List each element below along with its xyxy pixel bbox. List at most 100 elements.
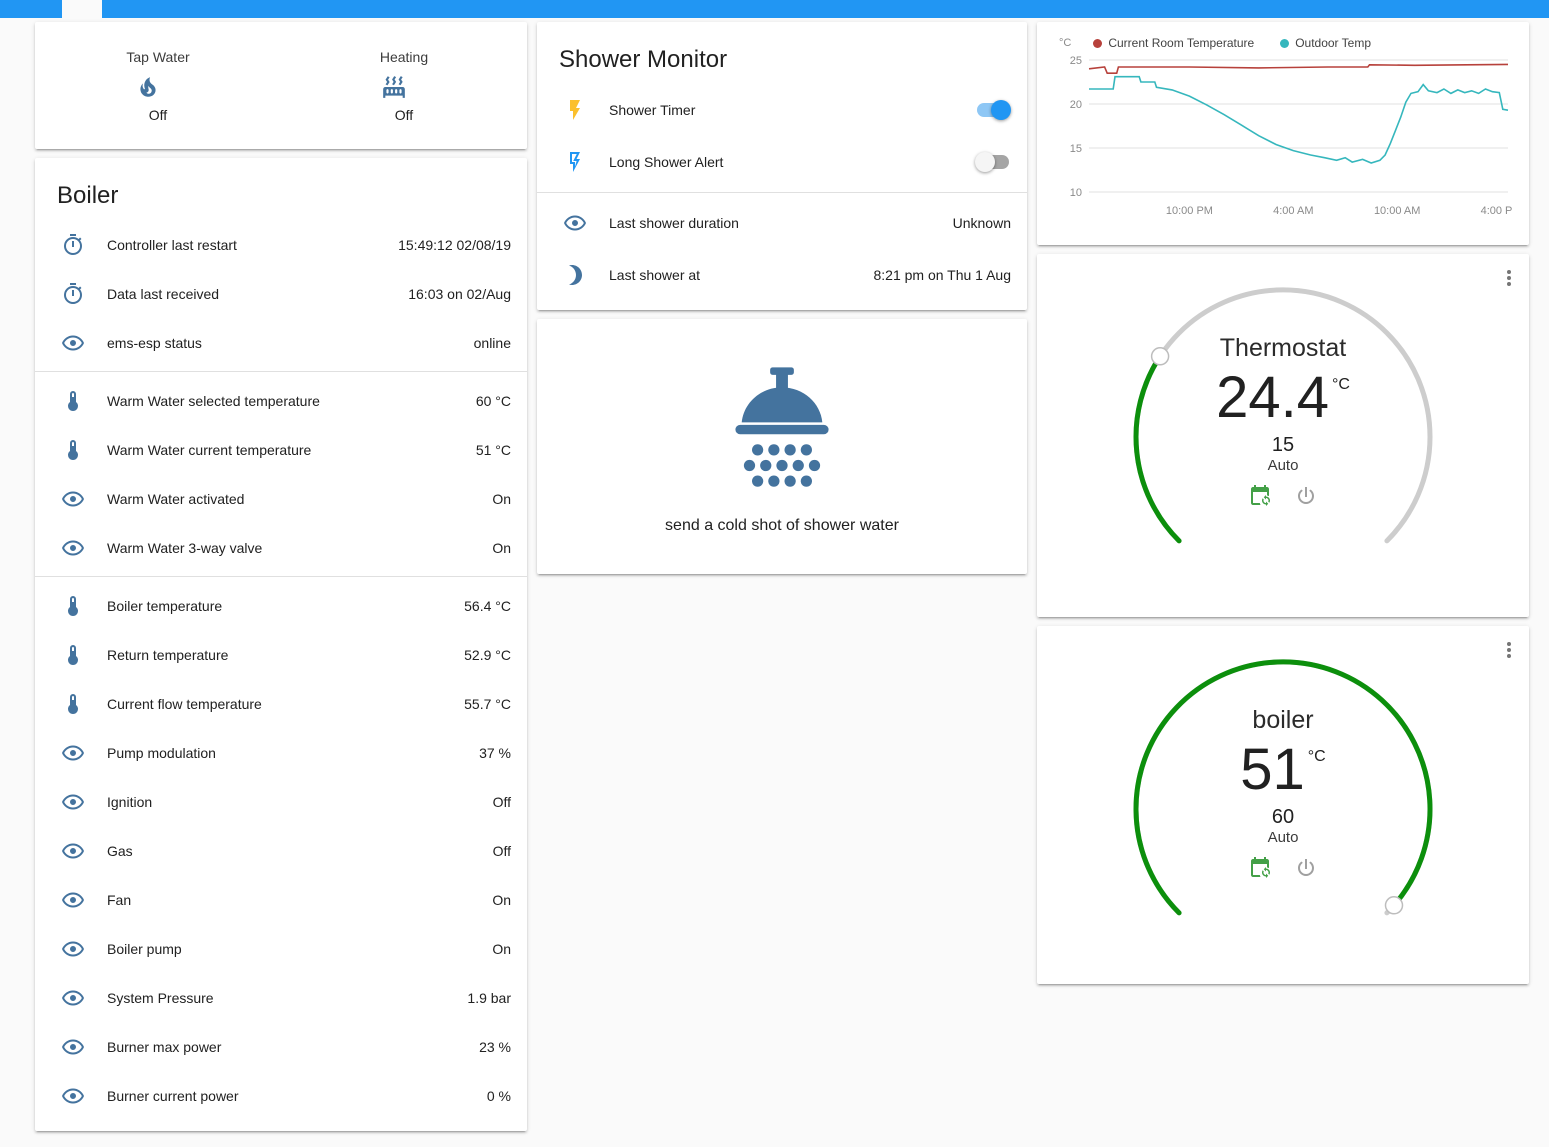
temperature-unit: °C (1331, 376, 1350, 393)
flash-icon (563, 98, 587, 122)
entity-name: Gas (107, 842, 133, 859)
boiler-card: Boiler Controller last restart 15:49:12 0… (35, 158, 527, 1131)
entity-value: online (473, 334, 511, 351)
eye-icon (61, 986, 85, 1010)
entity-row[interactable]: Long Shower Alert (537, 136, 1027, 188)
kebab-menu-icon[interactable] (1497, 638, 1521, 667)
thermometer-icon (61, 389, 85, 413)
eye-icon (61, 888, 85, 912)
entity-name: Boiler temperature (107, 597, 223, 614)
divider (35, 371, 527, 372)
entity-value: 15:49:12 02/08/19 (398, 236, 511, 253)
glance-label: Heating (379, 48, 429, 65)
current-temperature: 24.4 °C (1216, 365, 1350, 430)
gauge-title: boiler (1252, 706, 1314, 734)
boiler-dial: boiler 51 °C 60 Auto (1128, 654, 1438, 964)
entity-row[interactable]: Fan On (35, 875, 527, 924)
power-icon[interactable] (1294, 856, 1318, 885)
legend-label-outdoor: Outdoor Temp (1295, 36, 1372, 50)
eye-icon (61, 536, 85, 560)
entity-row[interactable]: Warm Water activated On (35, 474, 527, 523)
entity-value: 1.9 bar (467, 989, 511, 1006)
slider-handle[interactable] (1384, 896, 1404, 915)
shower-action-card[interactable]: send a cold shot of shower water (537, 319, 1027, 574)
toggle-switch[interactable] (975, 152, 1011, 172)
eye-icon (61, 487, 85, 511)
svg-text:20: 20 (1070, 99, 1082, 111)
entity-name: Warm Water activated (107, 490, 245, 507)
entity-row[interactable]: System Pressure 1.9 bar (35, 973, 527, 1022)
dashboard: Tap Water Off Heating Off Boiler Control… (0, 18, 1549, 1147)
entity-row[interactable]: Return temperature 52.9 °C (35, 630, 527, 679)
entity-value: 0 % (486, 1087, 511, 1104)
top-bar (0, 0, 1549, 18)
entity-row[interactable]: Pump modulation 37 % (35, 728, 527, 777)
entity-row[interactable]: Burner current power 0 % (35, 1071, 527, 1120)
card-title-shower-monitor: Shower Monitor (559, 46, 728, 73)
column-middle: Shower Monitor Shower Timer Long Shower A… (537, 22, 1027, 574)
calendar-sync-icon[interactable] (1248, 856, 1272, 885)
entity-row[interactable]: Controller last restart 15:49:12 02/08/19 (35, 220, 527, 269)
glance-item-heating[interactable]: Heating Off (281, 49, 527, 123)
legend-label-room: Current Room Temperature (1108, 36, 1255, 50)
entity-row[interactable]: Data last received 16:03 on 02/Aug (35, 269, 527, 318)
entity-name: Warm Water current temperature (107, 441, 312, 458)
thermostat-card: Thermostat 24.4 °C 15 Auto (1037, 254, 1529, 617)
entity-value: 8:21 pm on Thu 1 Aug (873, 267, 1011, 283)
entity-row[interactable]: Gas Off (35, 826, 527, 875)
glance-item-tap-water[interactable]: Tap Water Off (35, 49, 281, 123)
entity-row[interactable]: Last shower at 8:21 pm on Thu 1 Aug (537, 249, 1027, 301)
power-icon[interactable] (1294, 484, 1318, 513)
eye-icon (61, 839, 85, 863)
column-left: Tap Water Off Heating Off Boiler Control… (35, 22, 527, 1131)
hvac-mode: Auto (1267, 456, 1299, 474)
thermometer-icon (61, 594, 85, 618)
kebab-menu-icon[interactable] (1497, 266, 1521, 295)
entity-row[interactable]: Boiler pump On (35, 924, 527, 973)
entity-row[interactable]: Last shower duration Unknown (537, 197, 1027, 249)
chart-legend: °C Current Room Temperature Outdoor Temp (1053, 36, 1513, 50)
glance-state: Off (148, 106, 168, 123)
shower-action-label: send a cold shot of shower water (665, 517, 899, 534)
legend-item-outdoor: Outdoor Temp (1280, 36, 1371, 50)
entity-row[interactable]: Burner max power 23 % (35, 1022, 527, 1071)
entity-row[interactable]: Ignition Off (35, 777, 527, 826)
flash-outline-icon (563, 150, 587, 174)
thermometer-icon (61, 692, 85, 716)
entity-name: Warm Water 3-way valve (107, 539, 263, 556)
entity-value: On (492, 539, 511, 556)
hvac-mode: Auto (1267, 828, 1299, 846)
boiler-gauge-card: boiler 51 °C 60 Auto (1037, 626, 1529, 984)
svg-text:15: 15 (1070, 143, 1082, 155)
entity-value: On (492, 891, 511, 908)
entity-name: Ignition (107, 793, 153, 810)
active-tab-indicator[interactable] (62, 0, 102, 18)
entity-name: Last shower at (609, 267, 701, 283)
entity-value: On (492, 940, 511, 957)
slider-handle[interactable] (1150, 347, 1170, 366)
entity-row[interactable]: Current flow temperature 55.7 °C (35, 679, 527, 728)
temperature-unit: °C (1307, 748, 1326, 765)
entity-row[interactable]: Warm Water selected temperature 60 °C (35, 376, 527, 425)
entity-name: Long Shower Alert (609, 154, 724, 170)
thermostat-dial: Thermostat 24.4 °C 15 Auto (1128, 282, 1438, 592)
calendar-sync-icon[interactable] (1248, 484, 1272, 513)
svg-text:25: 25 (1070, 55, 1082, 67)
entity-value: 51 °C (475, 441, 511, 458)
entity-row[interactable]: Warm Water 3-way valve On (35, 523, 527, 572)
toggle-switch[interactable] (975, 100, 1011, 120)
entity-row[interactable]: Warm Water current temperature 51 °C (35, 425, 527, 474)
entity-row[interactable]: ems-esp status online (35, 318, 527, 367)
entity-value: 16:03 on 02/Aug (408, 285, 511, 302)
entity-row[interactable]: Shower Timer (537, 84, 1027, 136)
entity-name: Warm Water selected temperature (107, 392, 320, 409)
gauge-title: Thermostat (1219, 334, 1347, 362)
shower-monitor-card: Shower Monitor Shower Timer Long Shower A… (537, 22, 1027, 310)
entity-row[interactable]: Boiler temperature 56.4 °C (35, 581, 527, 630)
svg-text:10:00 AM: 10:00 AM (1374, 205, 1420, 217)
setpoint-value: 60 (1271, 805, 1295, 828)
card-title-boiler: Boiler (57, 182, 119, 209)
entity-value: 23 % (479, 1038, 511, 1055)
svg-text:4:00 PM: 4:00 PM (1481, 205, 1513, 217)
glance-state: Off (394, 106, 414, 123)
